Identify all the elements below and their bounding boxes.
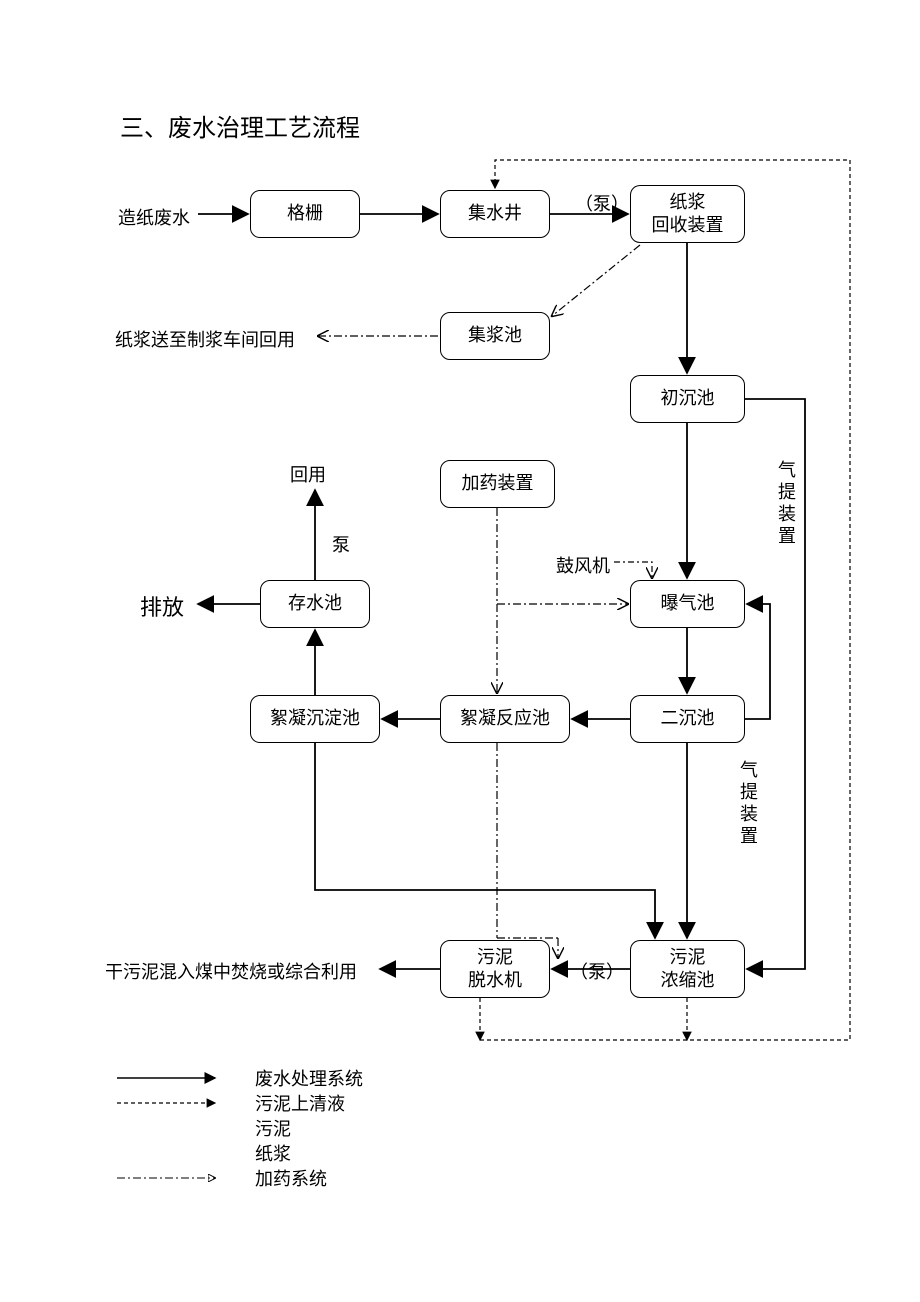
label-zhijiang: 纸浆送至制浆车间回用 (115, 326, 295, 352)
node-baoqi: 曝气池 (630, 580, 745, 628)
legend-label: 纸浆 (255, 1140, 291, 1166)
node-label: 絮凝反应池 (460, 707, 550, 730)
node-label: 絮凝沉淀池 (270, 707, 360, 730)
label-gufengji: 鼓风机 (556, 552, 610, 578)
label-qiti2: 气提装置 (735, 760, 761, 848)
node-label: 格栅 (287, 202, 323, 225)
node-label: 曝气池 (661, 592, 715, 615)
legend-row: 废水处理系统 (115, 1065, 363, 1091)
label-paifang: 排放 (140, 590, 184, 622)
label-pump1: （泵） (575, 190, 629, 216)
label-pump2: （泵） (570, 958, 624, 984)
label-beng: 泵 (332, 531, 350, 557)
node-label: 污泥 脱水机 (468, 946, 522, 993)
node-nongsuo: 污泥 浓缩池 (630, 940, 745, 998)
node-huishou: 纸浆 回收装置 (630, 185, 745, 243)
node-xuningcd: 絮凝沉淀池 (250, 695, 380, 743)
legend-row: 纸浆 (115, 1140, 291, 1166)
label-qiti1: 气提装置 (773, 460, 799, 548)
node-label: 加药装置 (462, 472, 534, 495)
node-label: 初沉池 (661, 387, 715, 410)
node-xuning: 絮凝反应池 (440, 695, 570, 743)
legend-label: 污泥上清液 (255, 1090, 345, 1116)
node-label: 集水井 (468, 202, 522, 225)
node-label: 污泥 浓缩池 (661, 946, 715, 993)
node-cunshui: 存水池 (260, 580, 370, 628)
node-jiayao: 加药装置 (440, 460, 555, 508)
node-chuchen: 初沉池 (630, 375, 745, 423)
node-label: 集浆池 (468, 324, 522, 347)
node-geshan: 格栅 (250, 190, 360, 238)
node-label: 纸浆 回收装置 (652, 191, 724, 238)
node-jijiang: 集浆池 (440, 312, 550, 360)
node-label: 二沉池 (661, 707, 715, 730)
node-erchen: 二沉池 (630, 695, 745, 743)
node-label: 存水池 (288, 592, 342, 615)
label-input: 造纸废水 (118, 204, 190, 230)
legend-row: 加药系统 (115, 1165, 327, 1191)
legend-label: 废水处理系统 (255, 1065, 363, 1091)
page-title: 三、废水治理工艺流程 (120, 108, 360, 143)
node-tuoshui: 污泥 脱水机 (440, 940, 550, 998)
legend-row: 污泥上清液 (115, 1090, 345, 1116)
legend-label: 加药系统 (255, 1165, 327, 1191)
legend-row: 污泥 (115, 1115, 291, 1141)
legend-label: 污泥 (255, 1115, 291, 1141)
node-jishuijing: 集水井 (440, 190, 550, 238)
label-huiyong: 回用 (290, 461, 326, 487)
label-ganwuni: 干污泥混入煤中焚烧或综合利用 (105, 958, 357, 984)
